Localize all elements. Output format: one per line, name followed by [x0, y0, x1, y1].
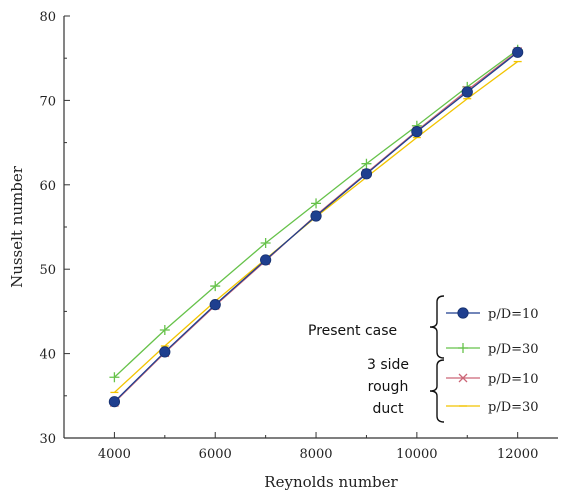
- data-point: [159, 324, 170, 335]
- x-tick-label: 4000: [98, 447, 131, 462]
- annotation-three-side: rough: [368, 379, 409, 395]
- x-tick-label: 10000: [396, 447, 437, 462]
- annotation-three-side: 3 side: [367, 357, 409, 373]
- series-2: [109, 46, 523, 408]
- series-line: [113, 50, 519, 404]
- legend-label: p/D=30: [488, 400, 539, 415]
- x-tick-label: 6000: [199, 447, 232, 462]
- legend-marker: [457, 307, 469, 319]
- data-point: [159, 346, 171, 358]
- data-point: [209, 299, 221, 311]
- annotation-present-case: Present case: [308, 323, 397, 339]
- y-tick-label: 30: [39, 432, 56, 447]
- series-line: [113, 51, 519, 403]
- x-axis-label: Reynolds number: [264, 473, 398, 491]
- data-point: [210, 281, 221, 292]
- series-0: [108, 46, 524, 408]
- y-tick-label: 40: [39, 348, 56, 363]
- data-point: [361, 158, 372, 169]
- data-point: [411, 126, 423, 138]
- legend: p/D=10 p/D=30 p/D=10 p/D=30 Present case 3 si…: [308, 295, 539, 423]
- legend-marker: [458, 373, 468, 383]
- data-point: [461, 86, 473, 98]
- series-3: [110, 60, 522, 394]
- data-point: [512, 46, 524, 58]
- data-point: [360, 168, 373, 180]
- y-tick-label: 70: [39, 94, 56, 109]
- x-tick-label: 8000: [299, 447, 332, 462]
- data-point: [311, 198, 322, 209]
- legend-label: p/D=30: [488, 342, 539, 357]
- x-tick-label: 12000: [497, 447, 538, 462]
- data-point: [310, 210, 322, 222]
- annotation-three-side: duct: [373, 401, 404, 417]
- y-tick-label: 60: [39, 179, 56, 194]
- data-point: [260, 254, 272, 266]
- data-point: [108, 396, 121, 408]
- legend-label: p/D=10: [488, 372, 539, 387]
- legend-label: p/D=10: [488, 307, 539, 322]
- data-point: [260, 238, 271, 249]
- brace-three-side: [429, 359, 445, 423]
- y-tick-label: 80: [39, 10, 56, 25]
- series-layer: [108, 44, 524, 408]
- legend-marker: [458, 343, 468, 353]
- data-point: [109, 372, 120, 383]
- brace-present: [429, 295, 445, 359]
- axes: 30 40 50 60 70 80 4000 6000 8000 10000 12000: [39, 10, 558, 462]
- y-axis-label: Nusselt number: [8, 165, 26, 288]
- y-tick-label: 50: [39, 263, 56, 278]
